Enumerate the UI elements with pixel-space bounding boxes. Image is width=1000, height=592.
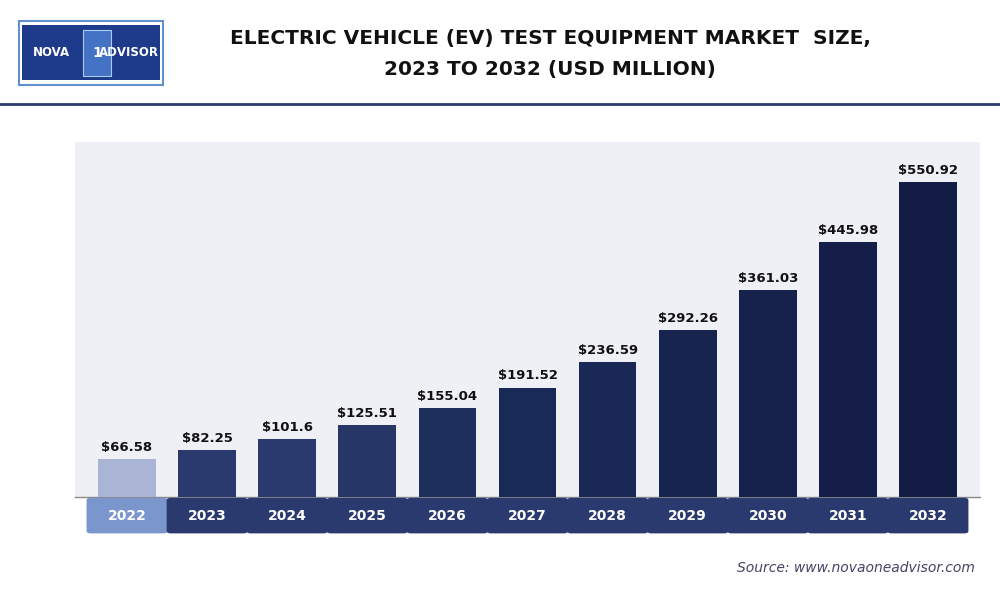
Text: $292.26: $292.26 bbox=[658, 311, 718, 324]
Bar bbox=[338, 426, 396, 497]
Bar bbox=[98, 459, 156, 497]
Text: 2022: 2022 bbox=[108, 509, 146, 523]
Bar bbox=[258, 439, 316, 497]
Text: $125.51: $125.51 bbox=[337, 407, 397, 420]
Bar bbox=[819, 242, 877, 497]
Text: 2030: 2030 bbox=[748, 509, 787, 523]
Text: 2029: 2029 bbox=[668, 509, 707, 523]
Bar bbox=[178, 450, 236, 497]
Text: 2028: 2028 bbox=[588, 509, 627, 523]
Text: $236.59: $236.59 bbox=[578, 343, 638, 356]
Text: 2026: 2026 bbox=[428, 509, 467, 523]
Bar bbox=[499, 388, 556, 497]
Bar bbox=[659, 330, 717, 497]
Text: 2031: 2031 bbox=[828, 509, 867, 523]
Text: $155.04: $155.04 bbox=[417, 390, 477, 403]
Text: ADVISOR: ADVISOR bbox=[99, 46, 159, 59]
Bar bbox=[739, 291, 797, 497]
Text: ELECTRIC VEHICLE (EV) TEST EQUIPMENT MARKET  SIZE,: ELECTRIC VEHICLE (EV) TEST EQUIPMENT MAR… bbox=[230, 29, 870, 48]
Text: 2023: 2023 bbox=[188, 509, 227, 523]
Text: $191.52: $191.52 bbox=[498, 369, 557, 382]
Text: $361.03: $361.03 bbox=[738, 272, 798, 285]
Text: Source: www.novaoneadvisor.com: Source: www.novaoneadvisor.com bbox=[737, 561, 975, 575]
Text: 2032: 2032 bbox=[909, 509, 947, 523]
Text: 2024: 2024 bbox=[268, 509, 307, 523]
Text: $445.98: $445.98 bbox=[818, 224, 878, 237]
Text: 1: 1 bbox=[92, 46, 102, 60]
Text: $101.6: $101.6 bbox=[262, 421, 313, 434]
Bar bbox=[419, 408, 476, 497]
Text: NOVA: NOVA bbox=[33, 46, 70, 59]
Text: 2023 TO 2032 (USD MILLION): 2023 TO 2032 (USD MILLION) bbox=[384, 60, 716, 79]
Text: $66.58: $66.58 bbox=[101, 441, 153, 454]
Text: $82.25: $82.25 bbox=[182, 432, 233, 445]
Text: 2025: 2025 bbox=[348, 509, 387, 523]
Bar bbox=[579, 362, 636, 497]
Text: $550.92: $550.92 bbox=[898, 163, 958, 176]
Bar bbox=[899, 182, 957, 497]
Text: 2027: 2027 bbox=[508, 509, 547, 523]
